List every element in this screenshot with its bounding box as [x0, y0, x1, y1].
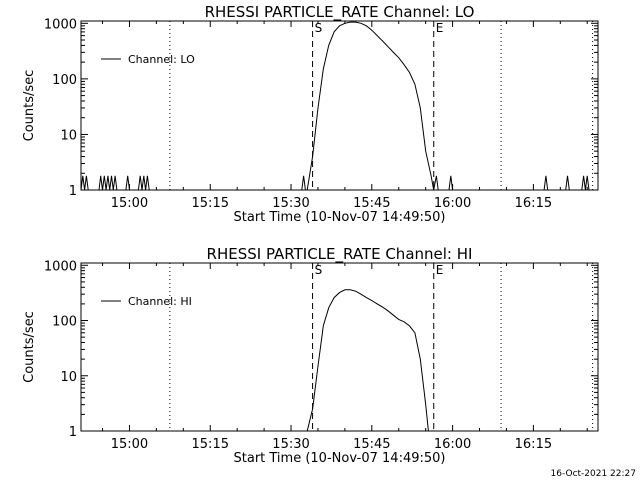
x-tick-label: 15:15: [192, 196, 229, 211]
y-tick-label: 100: [52, 315, 77, 330]
x-tick-label: 15:30: [272, 437, 309, 452]
y-tick-label: 10: [60, 128, 77, 143]
time-marker-label: S: [315, 263, 323, 277]
chart-panel-lo: RHESSI PARTICLE_RATE Channel: LO 15:00 15:…: [22, 3, 599, 225]
y-tick-label: 1000: [44, 259, 77, 274]
y-tick-label: 10: [60, 370, 77, 385]
x-tick-label: 16:15: [515, 437, 552, 452]
chart-panel-hi: RHESSI PARTICLE_RATE Channel: HI 15:00 15:…: [22, 245, 599, 466]
x-tick-label: 15:30: [272, 196, 309, 211]
x-tick-label: 16:15: [515, 196, 552, 211]
x-tick-label: 15:45: [353, 437, 390, 452]
y-tick-label: 1: [69, 425, 77, 440]
y-tick-label: 1: [69, 184, 77, 199]
x-axis-label: Start Time (10-Nov-07 14:49:50): [234, 210, 446, 225]
y-axis-label: Counts/sec: [22, 311, 37, 383]
plot-frame: [80, 20, 599, 191]
series-line: [306, 289, 429, 432]
time-marker-label: E: [436, 21, 444, 35]
chart-title: RHESSI PARTICLE_RATE Channel: HI: [207, 245, 473, 264]
y-tick-label: 1000: [44, 17, 77, 32]
x-tick-label: 15:00: [111, 196, 148, 211]
y-tick-label: 100: [52, 73, 77, 88]
chart-title: RHESSI PARTICLE_RATE Channel: LO: [205, 3, 475, 22]
x-tick-label: 16:00: [434, 437, 471, 452]
y-axis-label: Counts/sec: [22, 70, 37, 142]
x-tick-label: 16:00: [434, 196, 471, 211]
series-line: [80, 21, 590, 191]
x-tick-label: 15:45: [353, 196, 390, 211]
footer-timestamp: 16-Oct-2021 22:27: [551, 469, 636, 479]
legend-label: Channel: HI: [128, 295, 192, 308]
x-axis-label: Start Time (10-Nov-07 14:49:50): [234, 451, 446, 466]
x-tick-label: 15:00: [111, 437, 148, 452]
legend-label: Channel: LO: [128, 53, 195, 66]
time-marker-label: E: [436, 263, 444, 277]
x-tick-label: 15:15: [192, 437, 229, 452]
time-marker-label: S: [315, 21, 323, 35]
plot-frame: [80, 262, 599, 432]
